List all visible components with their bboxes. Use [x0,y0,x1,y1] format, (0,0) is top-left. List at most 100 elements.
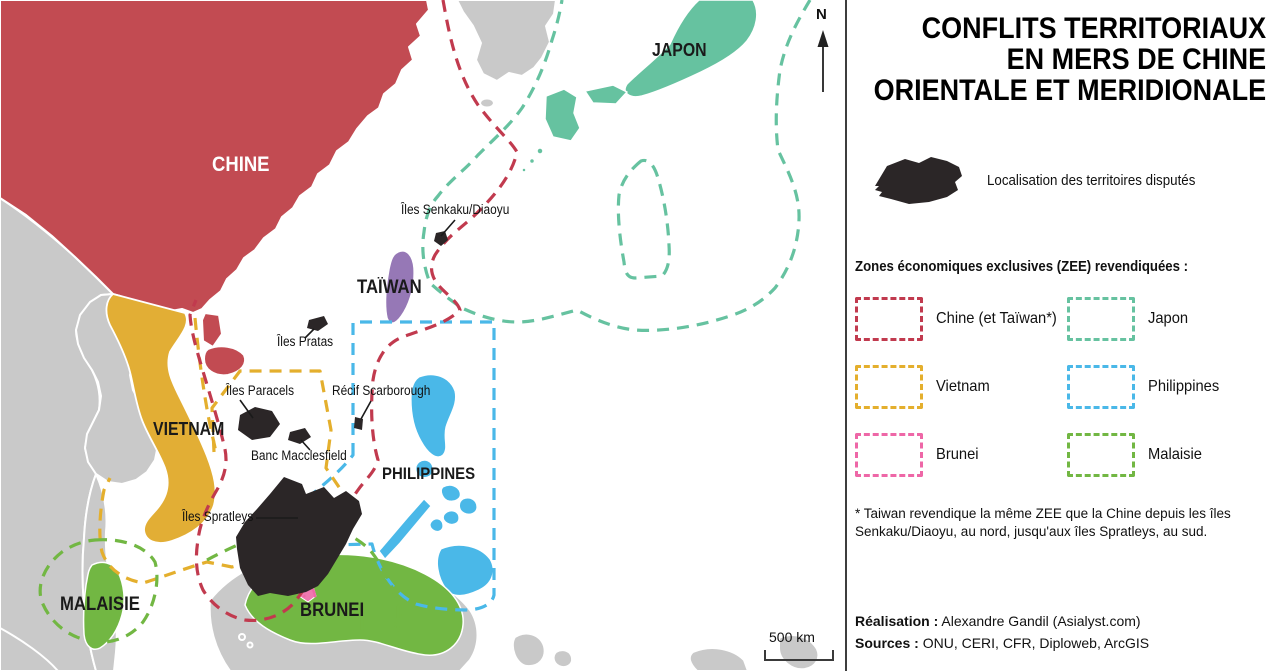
territory-note: Localisation des territoires disputés [987,173,1196,189]
island-label-senkaku: Îles Senkaku/Diaoyu [401,202,510,217]
land-mindanao [436,544,494,597]
sources-value: ONU, CERI, CFR, Diploweb, ArcGIS [918,635,1150,652]
map-label-japon: JAPON [652,40,707,60]
swatch-japon [1067,297,1135,341]
land-mindoro [415,459,434,479]
map-label-brunei: BRUNEI [300,600,365,621]
disputed-macclesfield [288,428,311,444]
land-visayas-4 [429,518,444,532]
leader-pratas [304,328,315,339]
legend-item-chine: Chine (et Taïwan*) [855,297,1067,341]
disputed-pratas [307,316,328,331]
leader-macclesfield [300,439,311,451]
sources-label: Sources : [855,635,919,652]
title-line-2: EN MERS DE CHINE [1006,43,1266,77]
land-taiwan [384,250,415,324]
legend-label-malaisie: Malaisie [1148,446,1202,463]
territory-legend-row: Localisation des territoires disputés [867,152,1213,210]
disputed-scarborough [354,417,363,430]
swatch-chine [855,297,923,341]
leader-scarborough [360,400,372,420]
legend-item-brunei: Brunei [855,433,1067,477]
scale-bar [764,650,834,661]
land-jeju-island [479,97,495,109]
zee-vietnam-boundary [98,369,347,585]
legend-item-japon: Japon [1067,297,1279,341]
island-label-pratas: Îles Pratas [277,334,334,349]
land-visayas-1 [440,484,461,502]
swatch-brunei [855,433,923,477]
island-label-spratleys: Îles Spratleys [182,509,254,524]
land-ryukyu-3 [521,167,527,173]
zee-vietnam-gulf-line [193,317,218,453]
land-luzon [410,374,457,458]
zee-malaysia-peninsula-loop [38,538,159,644]
realisation-label: Réalisation : [855,613,939,629]
land-ryukyu-1 [536,147,544,155]
sources-line: Sources : ONU, CERI, CFR, Diploweb, ArcG… [855,632,1149,654]
land-island-2 [552,649,574,668]
swatch-philippines [1067,365,1135,409]
land-island-3 [688,647,749,671]
zee-china-boundary [188,0,519,623]
legend-label-philippines: Philippines [1148,378,1220,395]
map-canvas [0,0,834,671]
land-leizhou [201,312,223,348]
credits: Réalisation : Alexandre Gandil (Asialyst… [855,610,1149,655]
map-label-malaisie: MALAISIE [60,594,140,615]
land-visayas-3 [442,510,460,525]
disputed-territory-icon [875,157,962,204]
north-arrow-icon [817,30,829,92]
zee-japan-pocket [616,158,671,280]
map-label-vietnam: VIETNAM [153,419,225,439]
legend-item-philippines: Philippines [1067,365,1279,409]
land-palawan [378,498,432,560]
land-kyushu [544,88,581,142]
north-label: N [816,6,827,23]
page-title: CONFLITS TERRITORIAUX EN MERS DE CHINE O… [873,13,1266,107]
disputed-spratleys [236,477,362,596]
land-visayas-2 [458,497,478,515]
leader-senkaku [440,219,456,237]
zee-philippines-boundary [261,320,496,612]
map-label-philippines: PHILIPPINES [382,464,476,483]
map-label-taiwan: TAÏWAN [357,277,422,298]
legend-label-japon: Japon [1148,310,1189,327]
zee-japan-boundary [421,0,812,332]
legend-label-vietnam: Vietnam [936,378,990,395]
title-line-3: ORIENTALE ET MERIDIONALE [873,74,1266,108]
legend-label-chine: Chine (et Taïwan*) [936,310,1057,327]
swatch-malaisie [1067,433,1135,477]
island-label-scarborough: Récif Scarborough [332,383,431,398]
land-vietnam [105,293,217,544]
zee-malaysia-box [360,600,400,632]
realisation-line: Réalisation : Alexandre Gandil (Asialyst… [855,610,1149,632]
land-honshu [624,0,758,98]
legend-label-brunei: Brunei [936,446,979,463]
title-line-1: CONFLITS TERRITORIAUX [921,12,1266,45]
land-island-1 [511,632,546,668]
realisation-value: Alexandre Gandil (Asialyst.com) [938,613,1141,629]
zee-heading: Zones économiques exclusives (ZEE) reven… [855,258,1189,275]
swatch-vietnam [855,365,923,409]
map-label-chine: CHINE [212,153,270,176]
land-natuna-1 [238,633,246,641]
land-shikoku [584,84,628,105]
scale-label: 500 km [769,629,815,645]
island-label-macclesfield: Banc Macclesfield [251,448,347,463]
land-hainan [203,345,247,377]
disputed-senkaku [434,231,448,246]
zee-brunei-line-east [278,533,318,601]
leader-paracels [239,399,254,419]
disputed-paracels [238,407,280,440]
legend-item-malaisie: Malaisie [1067,433,1279,477]
taiwan-footnote: * Taiwan revendique la même ZEE que la C… [855,506,1231,539]
legend-panel: CONFLITS TERRITORIAUX EN MERS DE CHINE O… [845,0,1278,671]
land-natuna-2 [246,641,254,649]
legend-item-vietnam: Vietnam [855,365,1067,409]
land-ryukyu-2 [528,157,536,165]
island-label-paracels: Îles Paracels [226,383,295,398]
map-area: CHINE JAPON TAÏWAN VIETNAM PHILIPPINES M… [0,0,834,671]
zee-legend: Chine (et Taïwan*) Japon Vietnam Philipp… [855,297,1279,477]
